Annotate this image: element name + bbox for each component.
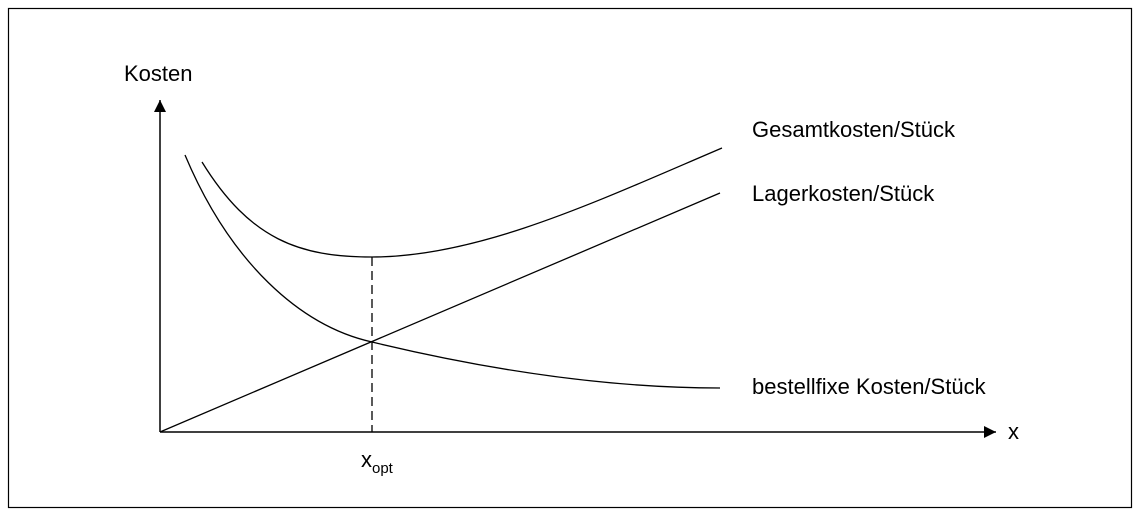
curve-label: Gesamtkosten/Stück — [752, 117, 956, 142]
x-opt-subscript: opt — [372, 460, 394, 477]
storage-cost-line — [159, 192, 721, 433]
order-cost-curve — [184, 154, 721, 389]
curve-label: Lagerkosten/Stück — [752, 181, 935, 206]
x-opt-base: x — [361, 447, 372, 472]
x-opt-label: xopt — [361, 447, 394, 477]
total-cost-curve — [201, 147, 723, 258]
frame — [7, 7, 1133, 509]
y-axis-label: Kosten — [124, 61, 193, 86]
curve-label: bestellfixe Kosten/Stück — [752, 374, 987, 399]
x-axis-label: x — [1008, 419, 1019, 444]
